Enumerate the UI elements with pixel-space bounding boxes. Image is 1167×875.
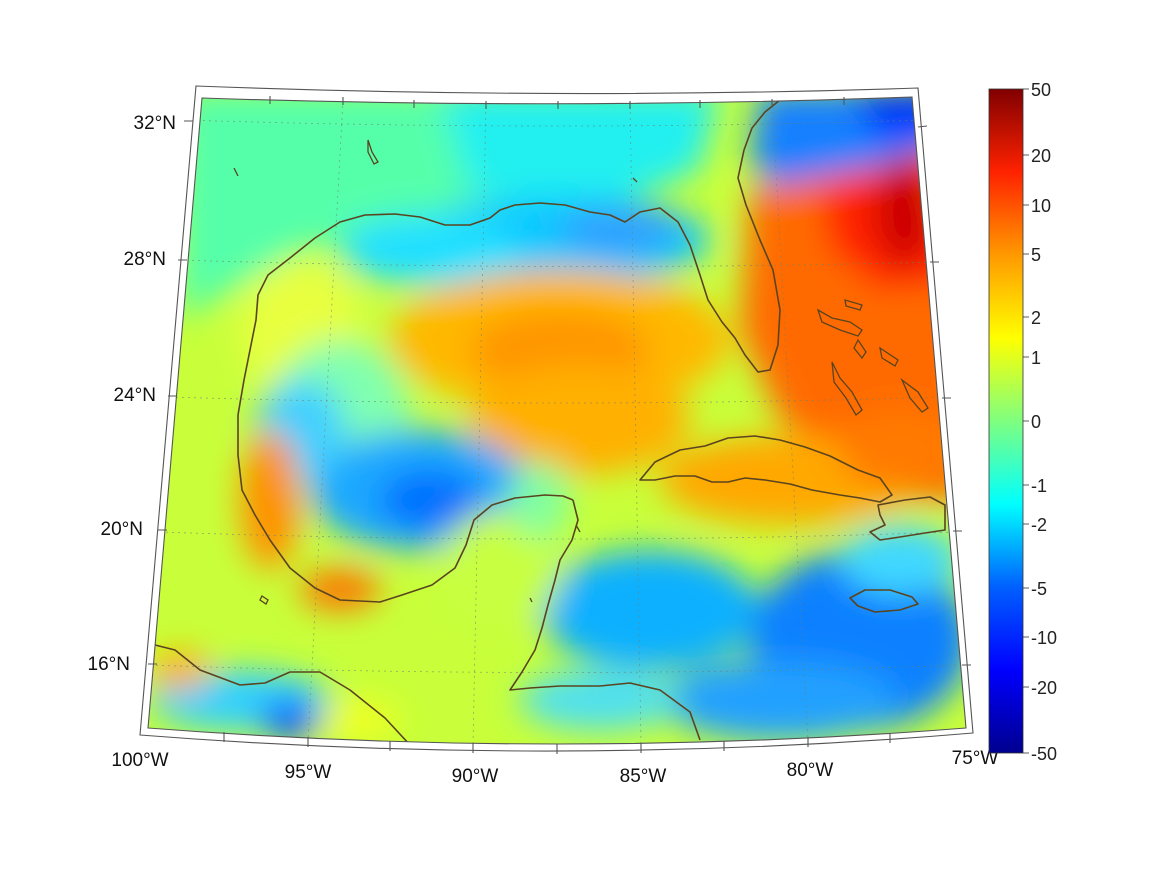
colorbar-label-20: 20 bbox=[1031, 146, 1051, 166]
colorbar-label-neg20: -20 bbox=[1031, 678, 1057, 698]
lon-label-80w: 80°W bbox=[787, 760, 834, 781]
coastlines bbox=[154, 99, 946, 744]
anomaly-field bbox=[148, 97, 966, 744]
colorbar-label-neg1: -1 bbox=[1031, 476, 1047, 496]
hispaniola-coastline bbox=[869, 496, 946, 541]
map-frame bbox=[139, 85, 974, 754]
graticule bbox=[149, 99, 961, 744]
colorbar-label-2: 2 bbox=[1031, 308, 1041, 328]
colorbar-label-0: 0 bbox=[1031, 412, 1041, 432]
yucatan-coastline bbox=[509, 499, 701, 741]
lon-label-95w: 95°W bbox=[285, 762, 332, 783]
colorbar-label-neg10: -10 bbox=[1031, 628, 1057, 648]
colorbar-label-neg50: -50 bbox=[1031, 744, 1057, 764]
colorbar-label-1: 1 bbox=[1031, 348, 1041, 368]
lat-label-16n: 16°N bbox=[88, 654, 130, 675]
colorbar-label-10: 10 bbox=[1031, 196, 1051, 216]
lat-label-20n: 20°N bbox=[101, 519, 143, 540]
bahamas-coastline bbox=[816, 299, 929, 416]
lat-label-28n: 28°N bbox=[124, 249, 166, 270]
lat-label-24n: 24°N bbox=[114, 385, 156, 406]
colorbar-label-neg2: -2 bbox=[1031, 515, 1047, 535]
colorbar-label-neg5: -5 bbox=[1031, 579, 1047, 599]
colorbar-label-50: 50 bbox=[1031, 80, 1051, 100]
jamaica-coastline bbox=[849, 589, 919, 613]
colorbar: 50 20 10 5 2 1 0 -1 -2 -5 -10 -20 -50 bbox=[988, 80, 1057, 764]
lon-label-90w: 90°W bbox=[452, 766, 499, 787]
gulf-coastline bbox=[154, 99, 781, 744]
longitude-labels: 100°W 95°W 90°W 85°W 80°W 75°W bbox=[111, 748, 998, 787]
cuba-coastline bbox=[639, 435, 893, 503]
latitude-labels: 32°N 28°N 24°N 20°N 16°N bbox=[88, 113, 176, 675]
colorbar-label-5: 5 bbox=[1031, 245, 1041, 265]
lat-label-32n: 32°N bbox=[134, 113, 176, 134]
colorbar-gradient bbox=[988, 88, 1024, 754]
lon-label-100w: 100°W bbox=[111, 750, 168, 771]
lon-label-85w: 85°W bbox=[620, 766, 667, 787]
colorbar-ticks bbox=[1023, 88, 1029, 754]
lon-label-75w: 75°W bbox=[952, 748, 999, 769]
